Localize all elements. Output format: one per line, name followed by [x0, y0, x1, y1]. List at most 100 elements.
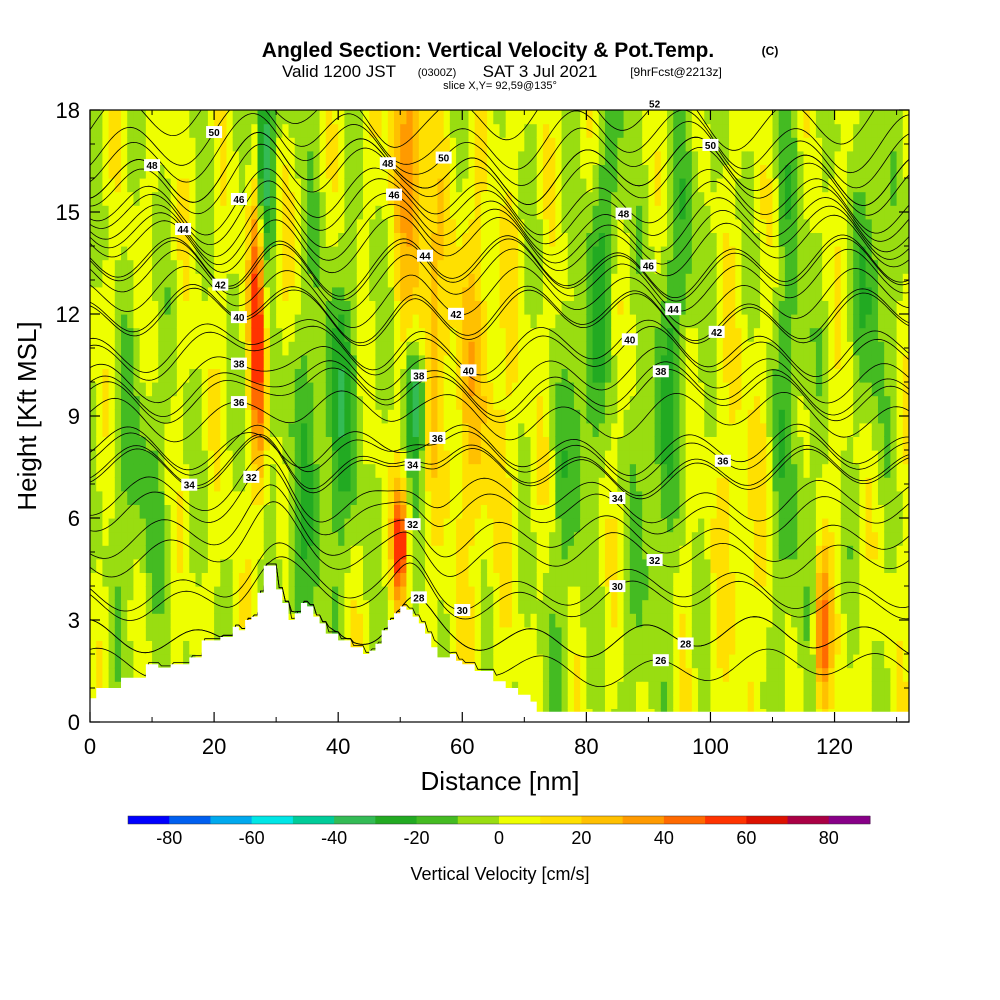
velocity-cell [667, 463, 674, 478]
velocity-cell [96, 490, 103, 505]
velocity-cell [288, 314, 296, 329]
velocity-cell [704, 218, 712, 233]
velocity-cell [145, 490, 153, 505]
velocity-cell [567, 654, 575, 669]
velocity-cell [611, 518, 618, 533]
velocity-cell [480, 137, 488, 152]
velocity-cell [170, 218, 178, 233]
velocity-cell [108, 164, 116, 179]
velocity-cell [660, 477, 668, 492]
velocity-cell [722, 490, 730, 505]
velocity-cell [735, 341, 743, 356]
velocity-cell [189, 422, 197, 437]
velocity-cell [586, 409, 594, 424]
velocity-cell [493, 382, 501, 397]
velocity-cell [412, 178, 420, 193]
velocity-cell [673, 354, 681, 369]
velocity-cell [102, 613, 110, 628]
velocity-cell [511, 273, 519, 288]
velocity-cell [685, 531, 693, 546]
velocity-cell [685, 218, 693, 233]
velocity-cell [338, 218, 345, 233]
velocity-cell [667, 586, 674, 601]
velocity-cell [344, 205, 352, 220]
velocity-cell [673, 586, 681, 601]
velocity-cell [611, 368, 618, 383]
velocity-cell [729, 667, 736, 682]
velocity-cell [691, 490, 699, 505]
velocity-cell [704, 422, 712, 437]
velocity-cell [251, 545, 259, 560]
velocity-cell [425, 531, 432, 546]
velocity-cell [307, 164, 314, 179]
velocity-cell [344, 436, 352, 451]
velocity-cell [300, 422, 308, 437]
velocity-cell [276, 327, 283, 342]
velocity-cell [102, 110, 110, 125]
velocity-cell [710, 382, 718, 397]
velocity-cell [623, 681, 631, 696]
velocity-cell [108, 572, 116, 587]
velocity-cell [114, 422, 122, 437]
velocity-cell [530, 178, 538, 193]
velocity-cell [183, 123, 190, 138]
velocity-cell [604, 654, 612, 669]
velocity-cell [667, 191, 674, 206]
velocity-cell [294, 218, 302, 233]
velocity-cell [406, 273, 414, 288]
velocity-cell [766, 531, 774, 546]
velocity-cell [449, 218, 457, 233]
velocity-cell [263, 110, 271, 125]
velocity-cell [660, 586, 668, 601]
velocity-cell [753, 694, 761, 709]
velocity-cell [226, 354, 234, 369]
velocity-cell [747, 327, 755, 342]
velocity-cell [753, 110, 761, 125]
velocity-cell [294, 504, 302, 519]
velocity-cell [313, 409, 321, 424]
velocity-cell [294, 341, 302, 356]
velocity-cell [176, 654, 184, 669]
velocity-cell [629, 477, 637, 492]
velocity-cell [307, 314, 314, 329]
velocity-cell [648, 218, 656, 233]
velocity-cell [214, 558, 221, 573]
velocity-cell [642, 531, 649, 546]
velocity-cell [722, 654, 730, 669]
velocity-cell [679, 191, 687, 206]
velocity-cell [561, 613, 569, 628]
velocity-cell [623, 667, 631, 682]
velocity-cell [356, 613, 364, 628]
velocity-cell [685, 123, 693, 138]
velocity-cell [673, 667, 681, 682]
velocity-cell [245, 599, 252, 614]
velocity-cell [654, 681, 662, 696]
velocity-cell [158, 477, 166, 492]
velocity-cell [555, 395, 563, 410]
velocity-cell [667, 368, 674, 383]
velocity-cell [425, 354, 432, 369]
velocity-cell [220, 586, 228, 601]
velocity-cell [518, 218, 525, 233]
velocity-cell [176, 178, 184, 193]
velocity-cell [307, 422, 314, 437]
velocity-cell [195, 341, 203, 356]
velocity-cell [636, 613, 643, 628]
velocity-cell [735, 137, 743, 152]
velocity-cell [350, 150, 358, 165]
velocity-cell [152, 218, 159, 233]
velocity-cell [164, 450, 172, 465]
velocity-cell [555, 477, 563, 492]
velocity-cell [220, 531, 228, 546]
velocity-cell [611, 123, 618, 138]
velocity-cell [729, 422, 736, 437]
velocity-cell [573, 178, 581, 193]
velocity-cell [127, 382, 135, 397]
velocity-cell [753, 327, 761, 342]
velocity-cell [443, 164, 451, 179]
velocity-cell [449, 586, 457, 601]
velocity-cell [456, 218, 463, 233]
velocity-cell [412, 327, 420, 342]
velocity-cell [214, 341, 221, 356]
velocity-cell [592, 422, 600, 437]
